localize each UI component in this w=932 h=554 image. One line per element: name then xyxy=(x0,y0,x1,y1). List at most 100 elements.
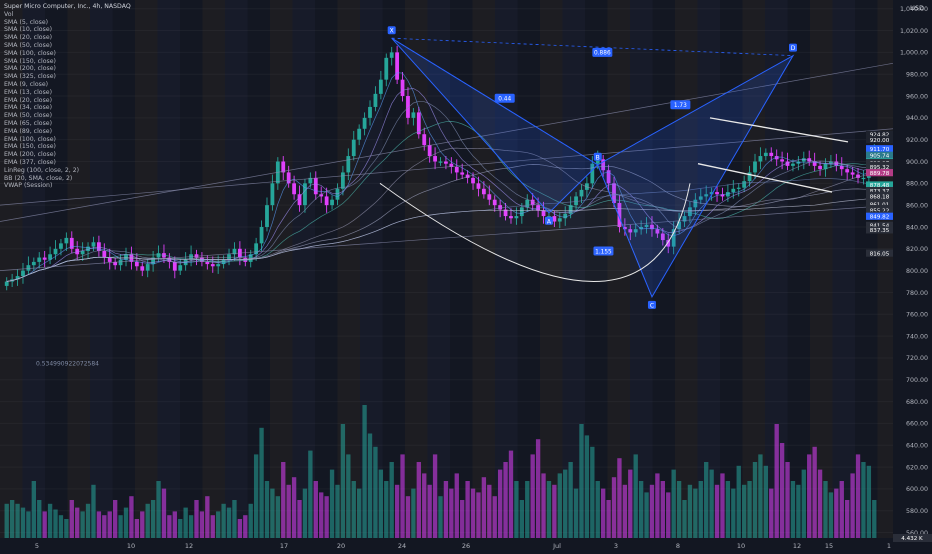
candle-body xyxy=(731,188,736,193)
session-stripe xyxy=(90,0,113,538)
session-stripe xyxy=(360,0,383,538)
candle-body xyxy=(530,199,535,206)
indicator-legend-item[interactable]: SMA (20, close) xyxy=(4,34,53,42)
price-label: 849.82 xyxy=(870,214,890,220)
indicator-legend-item[interactable]: SMA (200, close) xyxy=(4,65,56,73)
volume-bar xyxy=(167,515,172,538)
price-tick: 600.00 xyxy=(906,486,928,493)
indicator-legend-item[interactable]: EMA (89, close) xyxy=(4,127,53,135)
volume-bar xyxy=(590,446,595,538)
indicator-legend-item[interactable]: EMA (9, close) xyxy=(4,80,49,88)
volume-bar xyxy=(660,481,665,538)
price-tick: 960.00 xyxy=(906,93,928,100)
volume-bar xyxy=(834,488,839,538)
volume-bar xyxy=(747,481,752,538)
xabcd-xd-line xyxy=(391,37,794,57)
volume-bar xyxy=(546,481,552,538)
candle-body xyxy=(373,93,378,107)
candle-body xyxy=(69,237,74,249)
price-label: 924.82 xyxy=(870,133,890,139)
volume-bar xyxy=(362,405,367,538)
moving-average-line xyxy=(6,197,875,282)
session-stripe xyxy=(697,0,720,538)
indicator-legend-item[interactable]: BB (20, SMA, close, 2) xyxy=(4,174,73,182)
candle-body xyxy=(525,199,530,208)
candle-body xyxy=(650,224,654,230)
price-tick: 680.00 xyxy=(906,399,928,406)
candle-body xyxy=(178,265,183,271)
currency-label[interactable]: USD xyxy=(910,4,924,12)
price-tick: 740.00 xyxy=(906,333,928,340)
indicator-legend-item[interactable]: VWAP (Session) xyxy=(4,182,53,190)
pattern-point-label: A xyxy=(547,218,552,225)
time-tick: 5 xyxy=(35,542,39,550)
session-stripe xyxy=(472,0,495,538)
volume-bar xyxy=(112,500,118,538)
indicator-legend-item[interactable]: EMA (20, close) xyxy=(4,96,53,104)
volume-bar xyxy=(644,492,649,538)
moving-average-line xyxy=(6,88,875,282)
volume-bar xyxy=(9,500,15,538)
session-stripe xyxy=(270,0,293,538)
indicator-legend-item[interactable]: LinReg (100, close, 2, 2) xyxy=(4,166,80,174)
indicator-legend-item[interactable]: SMA (5, close) xyxy=(4,18,49,26)
candle-body xyxy=(151,257,156,265)
candle-body xyxy=(498,205,503,210)
volume-bar xyxy=(861,462,866,538)
indicator-legend-item[interactable]: SMA (10, close) xyxy=(4,26,53,34)
indicator-legend-item[interactable]: EMA (50, close) xyxy=(4,112,53,120)
candle-body xyxy=(378,79,383,94)
candle-body xyxy=(42,257,47,260)
indicator-legend-item[interactable]: EMA (150, close) xyxy=(4,143,56,151)
candle-body xyxy=(856,174,860,178)
volume-bar xyxy=(15,503,20,538)
session-stripe xyxy=(0,0,23,538)
price-label-box xyxy=(866,221,893,229)
time-tick: 17 xyxy=(280,542,288,550)
price-tick: 920.00 xyxy=(906,137,928,144)
ratio-label: 0.44 xyxy=(498,97,511,103)
chart-title[interactable]: Super Micro Computer, Inc., 4h, NASDAQ xyxy=(4,3,131,10)
volume-bar xyxy=(741,484,747,538)
indicator-legend-item[interactable]: SMA (50, close) xyxy=(4,41,53,49)
candle-body xyxy=(763,152,768,157)
pattern-point-marker xyxy=(544,216,553,225)
volume-bar xyxy=(248,503,253,538)
indicator-legend-item[interactable]: EMA (34, close) xyxy=(4,104,53,112)
ratio-label: 1.73 xyxy=(674,103,687,109)
volume-bar xyxy=(671,469,676,538)
volume-bar xyxy=(449,488,454,538)
candle-body xyxy=(698,196,703,200)
indicator-legend-item[interactable]: EMA (100, close) xyxy=(4,135,56,143)
indicator-legend-item[interactable]: SMA (150, close) xyxy=(4,57,56,65)
candle-body xyxy=(547,216,551,218)
candle-body xyxy=(308,177,313,184)
volume-bar xyxy=(470,488,476,538)
volume-bar xyxy=(297,500,302,538)
candle-body xyxy=(801,158,806,162)
indicator-legend-item[interactable]: EMA (377, close) xyxy=(4,158,56,166)
ratio-box xyxy=(494,93,515,103)
price-labels: 924.82920.00911.70905.74899.70898.97896.… xyxy=(866,130,893,257)
indicator-legend-item[interactable]: SMA (100, close) xyxy=(4,49,56,57)
volume-bar xyxy=(85,503,91,538)
time-tick: 3 xyxy=(614,542,618,550)
volume-bar xyxy=(758,454,763,538)
volume-bar xyxy=(134,519,140,538)
time-tick: 26 xyxy=(462,542,470,550)
indicator-legend-item[interactable]: EMA (200, close) xyxy=(4,151,56,159)
price-tick: 800.00 xyxy=(906,268,928,275)
candle-body xyxy=(319,194,324,197)
candle-body xyxy=(427,145,432,157)
volume-bar xyxy=(557,473,562,538)
candle-body xyxy=(671,229,676,247)
moving-average-line xyxy=(6,121,875,282)
indicator-legend-item[interactable]: SMA (325, close) xyxy=(4,73,56,81)
candle-body xyxy=(574,196,578,206)
indicator-legend-item[interactable]: EMA (65, close) xyxy=(4,119,53,127)
indicator-legend-item[interactable]: EMA (13, close) xyxy=(4,88,53,96)
candle-body xyxy=(818,165,822,170)
volume-legend-label[interactable]: Vol xyxy=(4,10,14,18)
